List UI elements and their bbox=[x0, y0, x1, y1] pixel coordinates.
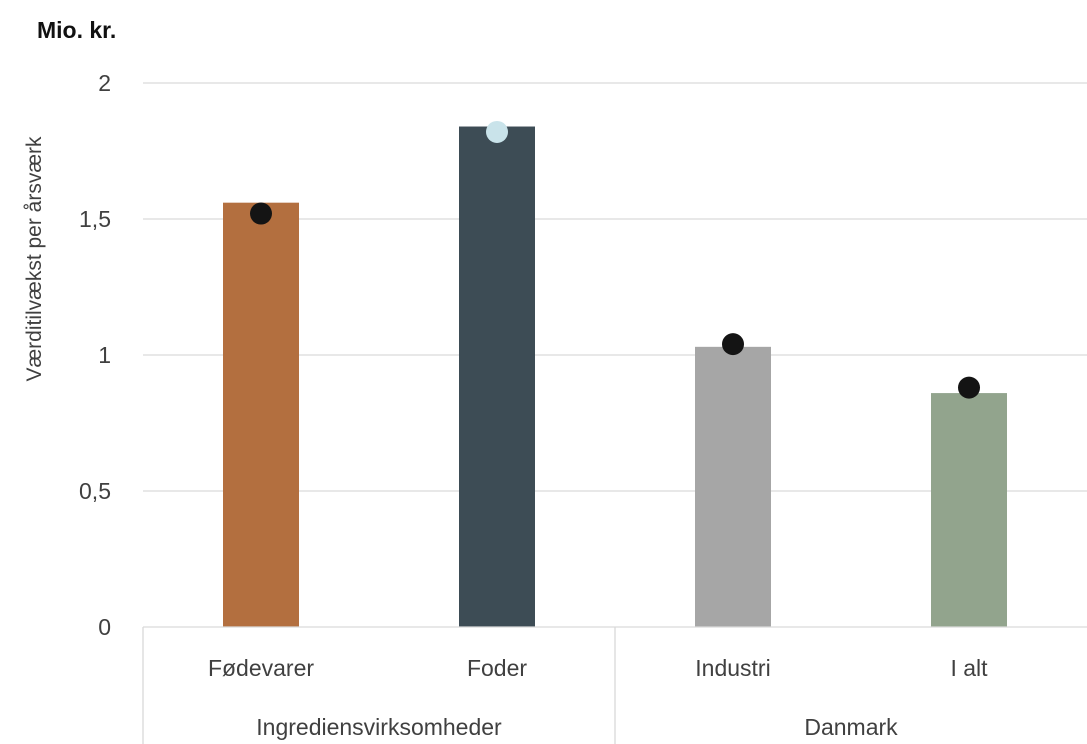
y-tick-label: 0 bbox=[98, 614, 111, 640]
gridlines bbox=[143, 82, 1087, 492]
bar bbox=[695, 346, 771, 627]
y-axis-title: Værditilvækst per årsværk bbox=[23, 136, 46, 382]
bar bbox=[931, 393, 1007, 627]
category-label: Foder bbox=[467, 655, 527, 681]
marker-point bbox=[486, 120, 508, 143]
markers bbox=[250, 120, 980, 399]
category-label: Fødevarer bbox=[208, 655, 314, 681]
y-tick-labels: 0 0,5 1 1,5 2 bbox=[79, 70, 111, 640]
category-label: I alt bbox=[950, 655, 988, 681]
y-tick-label: 1 bbox=[98, 342, 111, 368]
x-axis: Fødevarer Foder Industri I alt Ingrediensvir… bbox=[142, 626, 1087, 744]
y-tick-label: 1,5 bbox=[79, 206, 111, 232]
marker-point bbox=[958, 376, 980, 399]
category-label: Industri bbox=[695, 655, 770, 681]
marker-point bbox=[722, 333, 744, 356]
marker-point bbox=[250, 202, 272, 225]
group-label: Ingrediensvirksomheder bbox=[256, 714, 502, 740]
group-label: Danmark bbox=[804, 714, 898, 740]
bar bbox=[459, 126, 535, 628]
unit-label: Mio. kr. bbox=[37, 17, 116, 43]
y-tick-label: 0,5 bbox=[79, 478, 111, 504]
bars bbox=[223, 126, 1007, 628]
bar bbox=[223, 202, 299, 627]
y-tick-label: 2 bbox=[98, 70, 111, 96]
